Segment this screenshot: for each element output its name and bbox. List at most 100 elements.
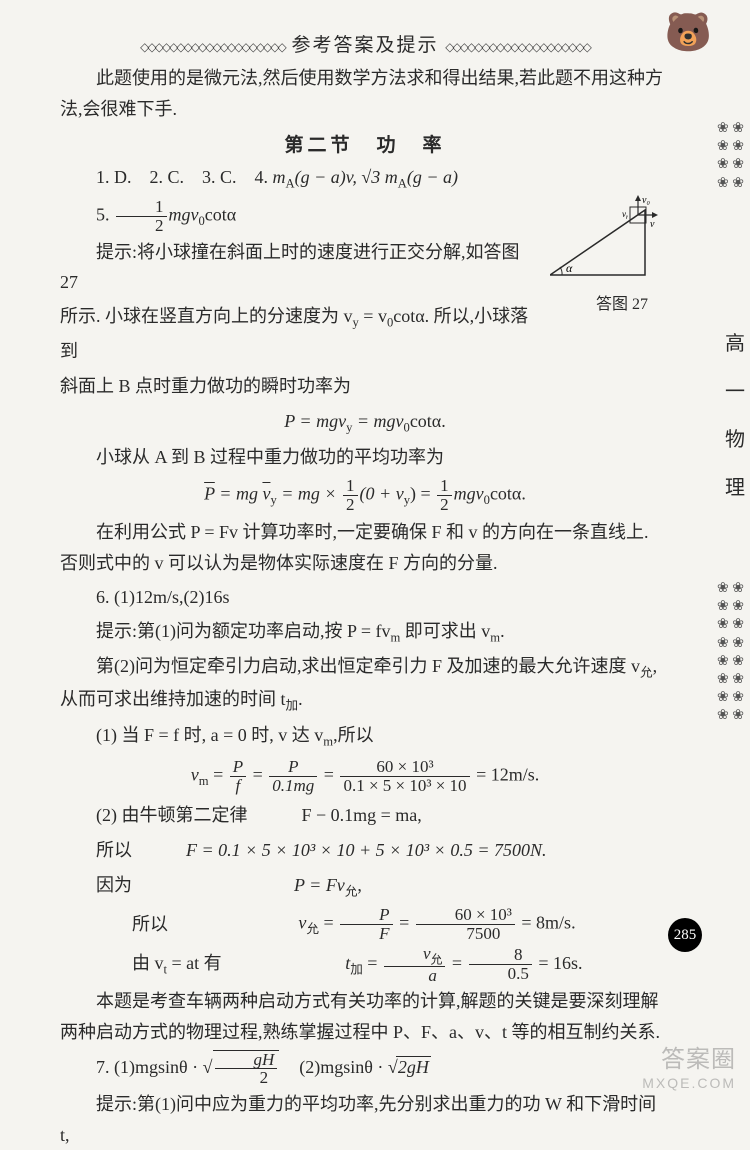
f3f3n: 60 × 10³ [340,758,469,777]
para-summary: 本题是考查车辆两种启动方式有关功率的计算,解题的关键是要深刻理解两种启动方式的物… [60,986,670,1047]
f3c: = [319,764,338,784]
ans5-expr: mgv [169,205,199,225]
hint6a-dot: . [500,621,505,641]
f2frac1: 12 [343,477,358,514]
f5f2: 80.5 [469,946,532,983]
f5f2d: 0.5 [469,965,532,983]
f3f2d: 0.1mg [269,777,317,795]
f3f3: 60 × 10³0.1 × 5 × 10³ × 10 [340,758,469,795]
f5a: = [363,953,382,973]
ans4-mid: (g − a)v, √3 m [295,167,398,187]
f3f1d: f [230,777,246,795]
hint1b-eq: = v [359,306,387,326]
f2f2n: 1 [437,477,452,496]
ans7-sqrt1: gH2 [203,1057,282,1077]
formula-2: P = mg vy = mg × 12(0 + vy) = 12mgv0cotα… [60,477,670,514]
step1: (1) 当 F = f 时, a = 0 时, v 达 vm,所以 [60,719,670,754]
f4b: = [395,912,414,932]
step2c-sub: 允 [345,885,358,899]
f3f1: Pf [230,758,246,795]
hint6a-sub: m [390,631,400,645]
f2f1d: 2 [343,496,358,514]
page-number: 285 [668,918,702,952]
f4f2n: 60 × 10³ [416,906,515,925]
svg-text:v: v [650,219,655,230]
hint6a-sub2: m [490,631,500,645]
section-title: 第二节 功 率 [60,130,670,157]
f2f: ) = [410,483,435,503]
header-title: 参考答案及提示 [291,35,438,56]
header-border-right: ◇◇◇◇◇◇◇◇◇◇◇◇◇◇◇◇◇◇◇◇ [445,40,590,54]
f4lhs-sub: 允 [306,922,319,936]
f4f1: PF [340,906,392,943]
ans4-m1: m [273,167,286,187]
f4c: = 8m/s. [517,912,576,932]
step2d: 所以 v允 = PF = 60 × 10³7500 = 8m/s. [60,906,670,943]
f5f2n: 8 [469,946,532,965]
step1-tail: ,所以 [333,725,374,745]
ans4-tail: (g − a) [407,167,458,187]
f3d: = 12m/s. [472,764,540,784]
ans5-num: 1 [116,198,167,217]
f1b: = mgv [352,411,403,431]
f3f2n: P [269,758,317,777]
f2a: P [204,483,215,503]
f2b: = mg [215,483,263,503]
hint6b-sub: 允 [640,666,653,680]
para-pfv: 在利用公式 P = Fv 计算功率时,一定要确保 F 和 v 的方向在一条直线上… [60,517,670,578]
hint6a-tail: 即可求出 v [400,621,490,641]
step2c: 因为 P = Fv允, [60,869,670,904]
hint6b: 第(2)问为恒定牵引力启动,求出恒定牵引力 F 及加速的最大允许速度 v允,从而… [60,651,670,717]
f4f2d: 7500 [416,925,515,943]
f2frac2: 12 [437,477,452,514]
hint6b-sub2: 加 [286,699,299,713]
f2e: (0 + v [360,483,404,503]
step2e-b: = at 有 [167,953,222,973]
f3lhs-sub: m [199,774,209,788]
f3f3d: 0.1 × 5 × 10³ × 10 [340,777,469,795]
side-flower-top: ❀ ❀❀ ❀❀ ❀❀ ❀ [717,120,744,193]
f3lhs: v [191,764,199,784]
f5f1n: v允 [384,945,445,967]
hint6b-dot: . [298,689,303,709]
f5lhs-sub: 加 [350,962,363,976]
f5b: = [447,953,466,973]
step2c-label: 因为 [96,875,132,895]
ans5-fraction: 12 [116,198,167,235]
step2c-expr: P = Fv [294,875,345,895]
svg-text:v₀: v₀ [642,195,650,206]
diagram-caption: 答图 27 [596,290,648,314]
header-border-left: ◇◇◇◇◇◇◇◇◇◇◇◇◇◇◇◇◇◇◇◇ [140,40,285,54]
step2e-a: 由 v [132,953,164,973]
f4f2: 60 × 10³7500 [416,906,515,943]
f2f1n: 1 [343,477,358,496]
intro-paragraph: 此题使用的是微元法,然后使用数学方法求和得出结果,若此题不用这种方法,会很难下手… [60,63,670,124]
hint6b-text: 第(2)问为恒定牵引力启动,求出恒定牵引力 F 及加速的最大允许速度 v [96,656,640,676]
hint7: 提示:第(1)问中应为重力的平均功率,先分别求出重力的功 W 和下滑时间 t, [60,1089,670,1150]
ans7sq2: 2gH [396,1056,431,1077]
f3a: = [209,764,228,784]
ans4-subA2: A [398,177,407,191]
f1c: cotα. [410,411,446,431]
ans5-den: 2 [116,217,167,235]
side-tab-char-4: 理 [720,464,750,512]
f4f1n: P [340,906,392,925]
hint1-line3: 斜面上 B 点时重力做功的瞬时功率为 [60,370,670,403]
answers-text: 1. D. 2. C. 3. C. 4. [96,167,273,187]
f3b: = [248,764,267,784]
ans7sq1n: gH [215,1051,278,1070]
f5f1na: v [423,944,431,963]
step2e: 由 vt = at 有 t加 = v允a = 80.5 = 16s. [60,945,670,985]
hint6a-text: 提示:第(1)问为额定功率启动,按 P = fv [96,621,390,641]
step2b-label: 所以 [96,840,132,860]
answer-7: 7. (1)mgsinθ · gH2 (2)mgsinθ · 2gH [60,1050,670,1088]
hint1-line2: 所示. 小球在竖直方向上的分速度为 vy = v0cotα. 所以,小球落到 [60,300,540,368]
step2b: 所以 F = 0.1 × 5 × 10³ × 10 + 5 × 10³ × 0.… [60,834,670,867]
f5f1nsub: 允 [431,952,443,966]
f2f2d: 2 [437,496,452,514]
ans7-sqrt2: 2gH [388,1057,431,1077]
f4f1d: F [340,925,392,943]
f4a: = [319,912,338,932]
ans5-tail: cotα [205,205,236,225]
hint1b-text: 所示. 小球在竖直方向上的分速度为 v [60,306,353,326]
